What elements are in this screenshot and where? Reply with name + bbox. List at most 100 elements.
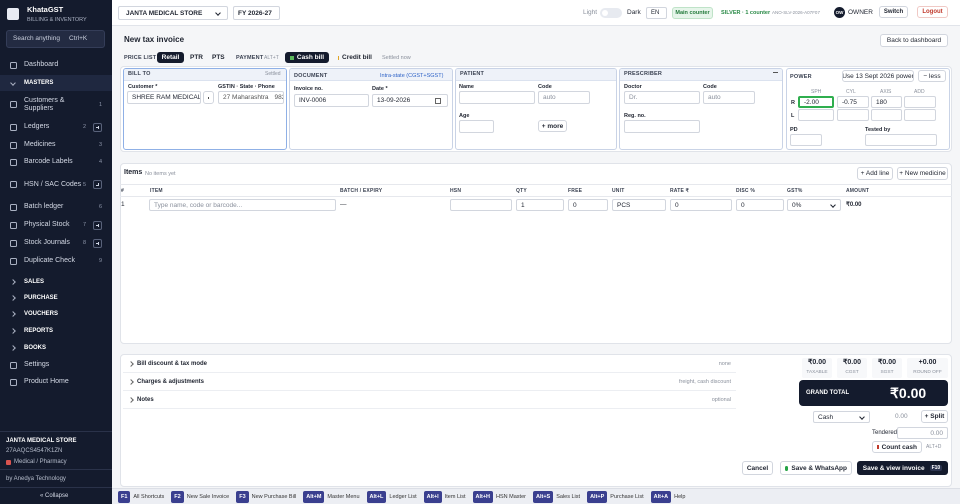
nav-group[interactable]: PURCHASE xyxy=(24,295,58,301)
add-input[interactable] xyxy=(904,96,936,108)
switch-button[interactable]: Switch xyxy=(879,6,908,18)
patient-code-input[interactable]: auto xyxy=(538,91,590,104)
free-input[interactable]: 0 xyxy=(568,199,608,211)
payment-option[interactable]: Cash bill xyxy=(285,52,329,63)
use-last-power[interactable]: Use 13 Sept 2026 power xyxy=(842,70,914,82)
theme-light[interactable]: Light xyxy=(583,9,598,16)
new-medicine[interactable]: + New medicine xyxy=(897,167,948,180)
shortcut[interactable]: Alt+P Purchase List xyxy=(587,490,644,503)
nav-group[interactable]: REPORTS xyxy=(24,328,54,334)
nav-item[interactable]: Ledgers xyxy=(24,123,50,130)
payment-option[interactable]: Credit bill xyxy=(333,52,377,63)
adjustment-row[interactable] xyxy=(123,392,736,409)
price-option[interactable]: PTR xyxy=(190,54,203,61)
shortcut[interactable]: Alt+H HSN Master xyxy=(472,490,526,503)
whatsapp-button[interactable]: Save & WhatsApp xyxy=(780,461,852,475)
theme-toggle[interactable] xyxy=(600,8,622,18)
shortcut[interactable]: F1 All Shortcuts xyxy=(118,490,164,503)
price-option[interactable]: Retail xyxy=(157,52,184,63)
nav-item[interactable]: Barcode Labels xyxy=(24,158,73,165)
add-line[interactable]: + Add line xyxy=(857,167,893,180)
age-input[interactable] xyxy=(459,120,494,133)
toggle-power[interactable]: − less xyxy=(918,70,946,82)
nav-item[interactable]: Physical Stock xyxy=(24,221,70,228)
theme-dark[interactable]: Dark xyxy=(627,9,641,16)
doctor-input[interactable]: Dr. xyxy=(624,91,700,104)
tested-by-input[interactable] xyxy=(865,134,937,146)
price-option[interactable]: PTS xyxy=(212,54,225,61)
sph-input[interactable]: -2.00 xyxy=(798,96,834,108)
add-button[interactable] xyxy=(93,220,102,230)
gstin-input[interactable]: 27 Maharashtra 982 xyxy=(218,91,284,104)
add-button[interactable] xyxy=(93,180,102,189)
adjustment-row[interactable] xyxy=(123,356,736,373)
payment-mode[interactable]: Cash xyxy=(813,411,870,423)
shortcut[interactable]: Alt+L Ledger List xyxy=(366,490,417,503)
nav-group[interactable]: SALES xyxy=(24,279,45,285)
logout-button[interactable]: Logout xyxy=(917,6,948,18)
nav-item[interactable]: HSN / SAC Codes xyxy=(24,180,82,188)
nav-group[interactable]: MASTERS xyxy=(24,80,54,86)
cyl-input[interactable]: -0.75 xyxy=(837,96,869,108)
gst-select[interactable]: 0% xyxy=(787,199,841,211)
axis-input[interactable] xyxy=(871,109,902,121)
nav-item[interactable]: Dashboard xyxy=(24,61,59,68)
count-cash[interactable]: Count cash xyxy=(872,441,922,453)
shortcut[interactable]: Alt+A Help xyxy=(650,490,685,503)
cancel-button[interactable]: Cancel xyxy=(742,461,773,475)
add-input[interactable] xyxy=(904,109,936,121)
company-switch[interactable]: JANTA MEDICAL STORE xyxy=(118,6,228,20)
adjustment-label: Bill discount & tax mode xyxy=(137,361,208,367)
back-button[interactable]: Back to dashboard xyxy=(880,34,948,47)
invoice-input[interactable]: INV-0006 xyxy=(294,94,369,107)
language[interactable]: EN xyxy=(646,7,667,19)
date-input[interactable]: 13-09-2026 xyxy=(372,94,448,107)
nav-group[interactable]: BOOKS xyxy=(24,345,47,351)
qty-input[interactable]: 1 xyxy=(516,199,564,211)
shortcut[interactable]: F3 New Purchase Bill xyxy=(236,490,296,503)
unit-input[interactable]: PCS xyxy=(612,199,666,211)
counter[interactable]: Main counter xyxy=(672,7,713,19)
doctor-code-input[interactable]: auto xyxy=(703,91,755,104)
tendered-input[interactable]: 0.00 xyxy=(897,427,948,439)
field-label: Reg. no. xyxy=(624,113,646,119)
save-button[interactable]: Save & view invoice F10 xyxy=(857,461,948,475)
customer-pick[interactable] xyxy=(203,91,214,104)
adjustment-row[interactable] xyxy=(123,374,736,391)
shortcut[interactable]: F2 New Sale Invoice xyxy=(171,490,229,503)
nav-item[interactable]: Settings xyxy=(24,361,50,368)
hsn-input[interactable] xyxy=(450,199,512,211)
reg-input[interactable] xyxy=(624,120,700,133)
nav-item[interactable]: Duplicate Check xyxy=(24,257,75,264)
collapse[interactable]: « Collapse xyxy=(40,493,69,499)
add-button[interactable] xyxy=(93,238,102,248)
shortcut[interactable]: Alt+I Item List xyxy=(423,490,466,503)
search-box[interactable]: Search anything Ctrl+K xyxy=(6,30,105,48)
page-title: New tax invoice xyxy=(124,35,185,44)
more-button[interactable]: + more xyxy=(538,120,567,132)
cyl-input[interactable] xyxy=(837,109,869,121)
avatar[interactable]: OW xyxy=(834,7,845,18)
payment-amount[interactable]: 0.00 xyxy=(895,413,908,420)
add-button[interactable] xyxy=(93,122,102,132)
pd-input[interactable] xyxy=(790,134,822,146)
nav-item[interactable]: Stock Journals xyxy=(24,239,70,246)
split-button[interactable]: + Split xyxy=(921,410,948,423)
patient-name-input[interactable] xyxy=(459,91,535,104)
sph-input[interactable] xyxy=(798,109,834,121)
item-input[interactable]: Type name, code or barcode... xyxy=(149,199,336,211)
collapse-icon[interactable] xyxy=(773,72,778,73)
axis-input[interactable]: 180 xyxy=(871,96,902,108)
total-box xyxy=(837,358,867,378)
nav-item[interactable]: Customers & Suppliers xyxy=(24,96,65,112)
shortcut[interactable]: Alt+M Master Menu xyxy=(303,490,360,503)
fy[interactable]: FY 2026-27 xyxy=(233,6,280,20)
shortcut[interactable]: Alt+S Sales List xyxy=(532,490,580,503)
rate-input[interactable]: 0 xyxy=(670,199,732,211)
nav-group[interactable]: VOUCHERS xyxy=(24,311,59,317)
disc-input[interactable]: 0 xyxy=(736,199,784,211)
nav-item[interactable]: Medicines xyxy=(24,141,56,148)
customer-input[interactable]: SHREE RAM MEDICAL xyxy=(127,91,201,104)
nav-item[interactable]: Product Home xyxy=(24,378,69,385)
nav-item[interactable]: Batch ledger xyxy=(24,203,64,210)
